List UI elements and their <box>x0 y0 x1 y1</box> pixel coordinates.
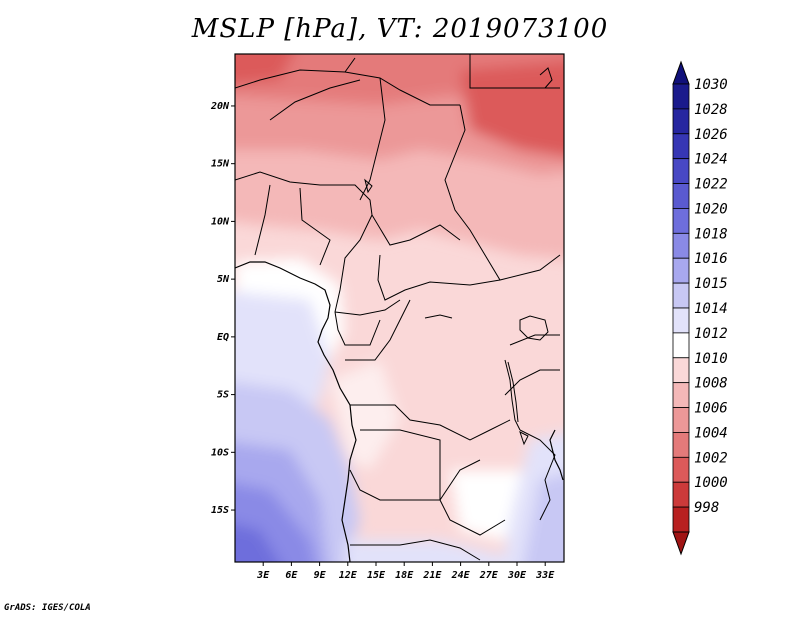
colorbar-top-arrow <box>672 60 690 85</box>
lon-tick-label: 33E <box>535 570 555 581</box>
colorbar-label: 1012 <box>694 326 728 342</box>
grads-credit: GrADS: IGES/COLA <box>4 603 91 613</box>
colorbar-swatch <box>672 407 690 433</box>
longitude-axis: 3E 6E 9E 12E 15E 18E 21E 24E 27E 30E 33E <box>256 562 555 581</box>
lon-tick-label: 27E <box>479 570 499 581</box>
colorbar-label: 1015 <box>694 276 728 292</box>
colorbar-label: 1002 <box>694 450 728 466</box>
colorbar-label: 1000 <box>694 475 728 491</box>
colorbar-label: 1008 <box>694 376 728 392</box>
lat-tick-label: 10S <box>211 447 229 458</box>
latitude-axis: 20N 15N 10N 5N EQ 5S 10S 15S <box>210 101 235 516</box>
colorbar-swatch <box>672 432 690 458</box>
lon-tick-label: 30E <box>507 570 527 581</box>
map-frame <box>234 53 565 563</box>
colorbar-swatch <box>672 357 690 384</box>
lon-tick-label: 18E <box>395 570 414 581</box>
lon-tick-label: 3E <box>256 570 270 581</box>
lat-tick-label: 15S <box>211 505 229 516</box>
colorbar-label: 1006 <box>694 401 728 417</box>
colorbar-swatch <box>672 456 690 483</box>
lat-tick-label: EQ <box>217 332 229 343</box>
colorbar-swatch <box>672 282 690 309</box>
lon-tick-label: 21E <box>422 570 442 581</box>
colorbar: 1030 1028 1026 1024 1022 1020 1018 1016 1015 1014… <box>672 60 728 556</box>
colorbar-swatch <box>672 83 690 110</box>
lon-tick-label: 9E <box>314 570 327 581</box>
lon-tick-label: 6E <box>285 570 298 581</box>
colorbar-swatch <box>672 332 690 359</box>
colorbar-label: 1024 <box>694 152 728 168</box>
colorbar-label: 1030 <box>694 77 728 93</box>
colorbar-swatch <box>672 481 690 508</box>
colorbar-swatch <box>672 506 690 533</box>
lat-tick-label: 5S <box>217 390 229 401</box>
colorbar-swatch <box>672 382 690 408</box>
colorbar-swatch <box>672 158 690 184</box>
lat-tick-label: 15N <box>211 159 230 170</box>
lat-tick-label: 10N <box>211 216 230 227</box>
lon-tick-label: 24E <box>451 570 471 581</box>
colorbar-label: 1018 <box>694 226 728 242</box>
colorbar-label: 1016 <box>694 251 728 267</box>
lakes <box>364 67 553 446</box>
lon-tick-label: 12E <box>339 570 358 581</box>
country-borders <box>235 54 561 561</box>
pressure-shading <box>235 54 564 562</box>
coastline <box>235 261 564 562</box>
colorbar-label: 1014 <box>694 301 728 317</box>
colorbar-label: 1026 <box>694 127 728 143</box>
colorbar-bottom-arrow <box>672 531 690 556</box>
colorbar-swatch <box>672 257 690 284</box>
colorbar-label: 1028 <box>694 102 728 118</box>
colorbar-swatch <box>672 133 690 160</box>
chart-title: MSLP [hPa], VT: 2019073100 <box>191 14 609 44</box>
colorbar-swatch <box>672 307 690 334</box>
colorbar-label: 1022 <box>694 177 728 193</box>
colorbar-label: 1010 <box>694 351 728 367</box>
lat-tick-label: 5N <box>217 274 230 285</box>
colorbar-swatch <box>672 108 690 135</box>
lat-tick-label: 20N <box>210 101 230 112</box>
lon-tick-label: 15E <box>367 570 386 581</box>
colorbar-label: 1004 <box>694 425 728 441</box>
colorbar-swatch <box>672 232 690 259</box>
colorbar-label: 998 <box>694 500 719 516</box>
colorbar-label: 1020 <box>694 201 728 217</box>
colorbar-swatch <box>672 183 690 209</box>
pressure-field <box>235 54 564 562</box>
colorbar-swatch <box>672 208 690 234</box>
